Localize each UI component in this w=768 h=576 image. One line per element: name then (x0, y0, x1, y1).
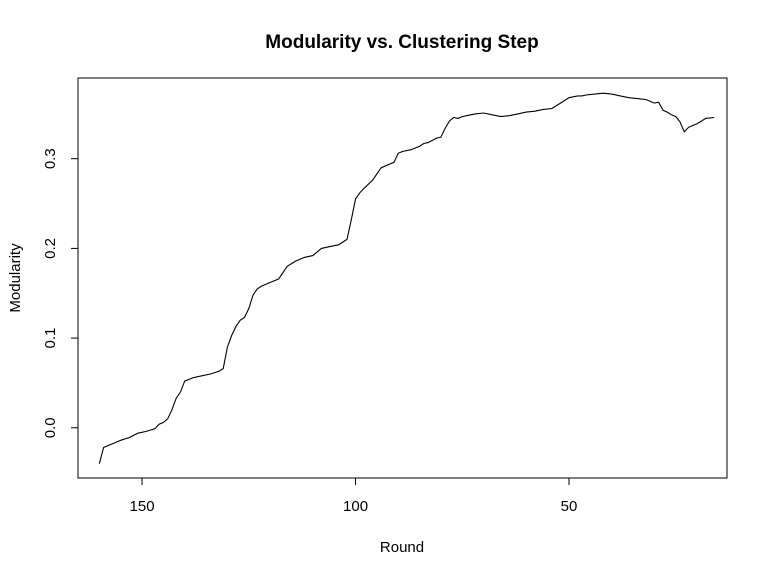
chart-title: Modularity vs. Clustering Step (265, 32, 538, 53)
series-line-modularity (98, 92, 715, 464)
y-tick-label: 0.2 (42, 238, 59, 259)
y-axis-label: Modularity (7, 243, 24, 313)
y-tick-label: 0.0 (42, 417, 59, 438)
x-tick-label: 50 (561, 498, 578, 515)
x-axis-label: Round (380, 539, 424, 556)
y-tick-label: 0.3 (42, 148, 59, 169)
x-tick-label: 100 (343, 498, 368, 515)
plot-area-frame (77, 77, 728, 479)
y-axis: 0.0 0.1 0.2 0.3 (42, 148, 79, 438)
x-axis: 150 100 50 (130, 477, 578, 515)
y-tick-label: 0.1 (42, 328, 59, 349)
x-tick-label: 150 (130, 498, 155, 515)
